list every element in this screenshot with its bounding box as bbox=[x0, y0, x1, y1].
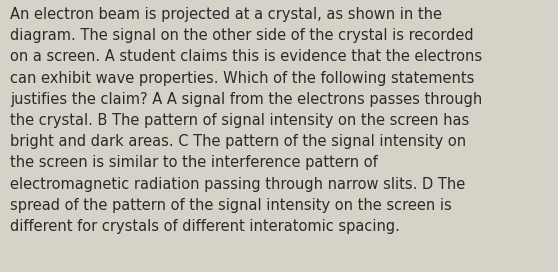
Text: An electron beam is projected at a crystal, as shown in the
diagram. The signal : An electron beam is projected at a cryst… bbox=[10, 7, 482, 234]
